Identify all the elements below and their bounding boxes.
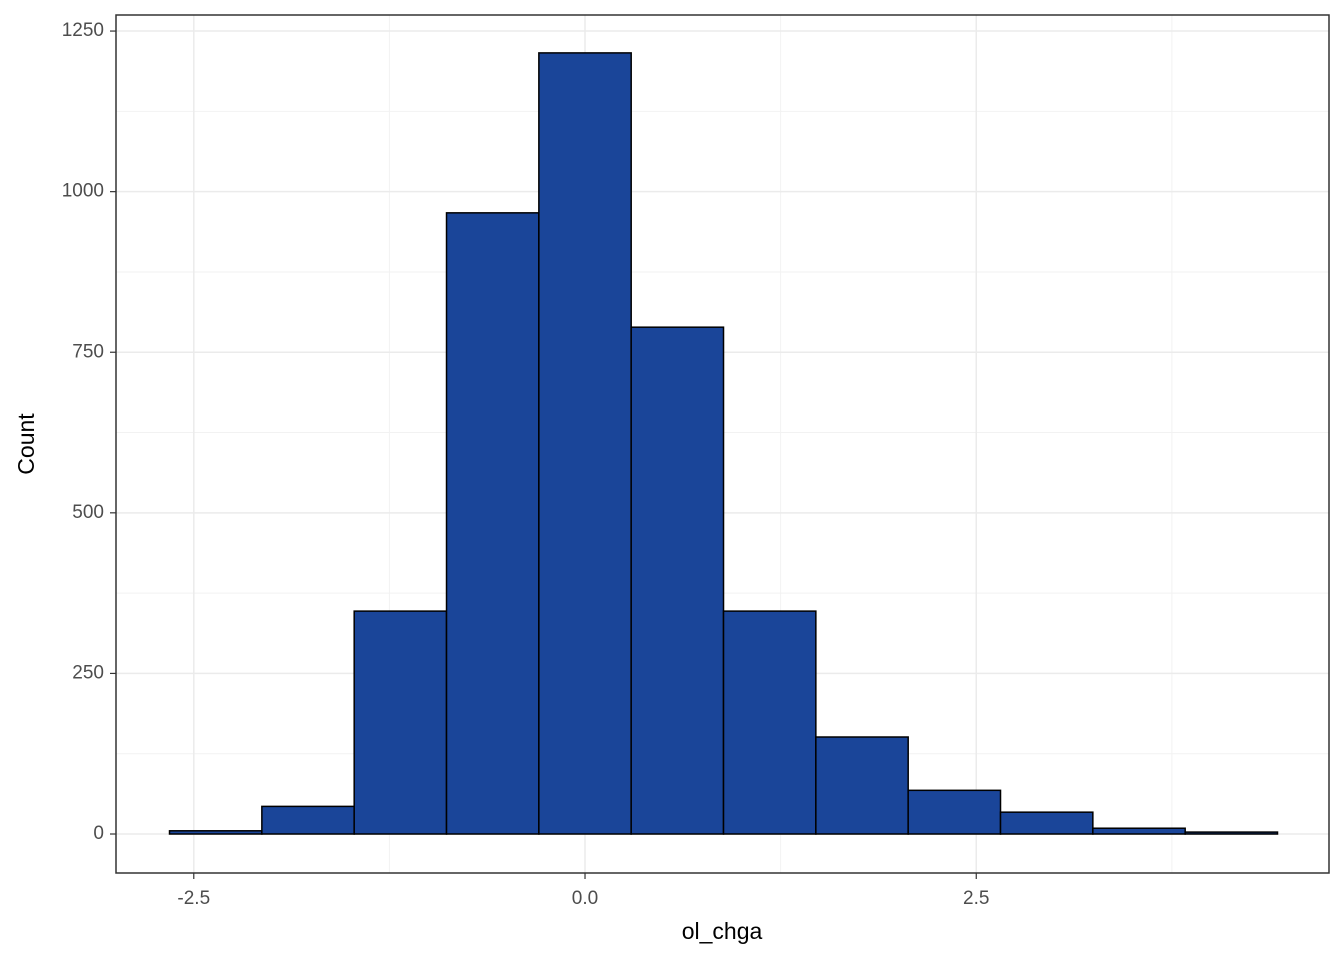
bar: [630, 326, 725, 835]
bar: [907, 789, 1002, 835]
y-tick-label: 1250: [62, 20, 104, 41]
panel-border: [115, 14, 1330, 874]
bar: [168, 830, 263, 835]
x-tick-label: 0.0: [572, 888, 598, 909]
y-tick-label: 0: [93, 823, 104, 844]
y-tick-label: 750: [72, 341, 104, 362]
y-tick-label: 500: [72, 502, 104, 523]
bar: [445, 212, 540, 835]
bar: [999, 811, 1094, 835]
bar: [353, 610, 448, 835]
bar: [722, 610, 817, 835]
bar: [261, 805, 355, 835]
bar: [1092, 827, 1186, 835]
x-tick-label: -2.5: [177, 888, 210, 909]
bar: [538, 52, 632, 835]
bar: [1184, 831, 1279, 835]
y-axis-title: Count: [13, 413, 39, 475]
x-tick-label: 2.5: [963, 888, 989, 909]
x-axis-title: ol_chga: [682, 918, 763, 944]
bar: [815, 736, 909, 835]
y-tick-label: 1000: [62, 181, 104, 202]
y-tick-label: 250: [72, 662, 104, 683]
